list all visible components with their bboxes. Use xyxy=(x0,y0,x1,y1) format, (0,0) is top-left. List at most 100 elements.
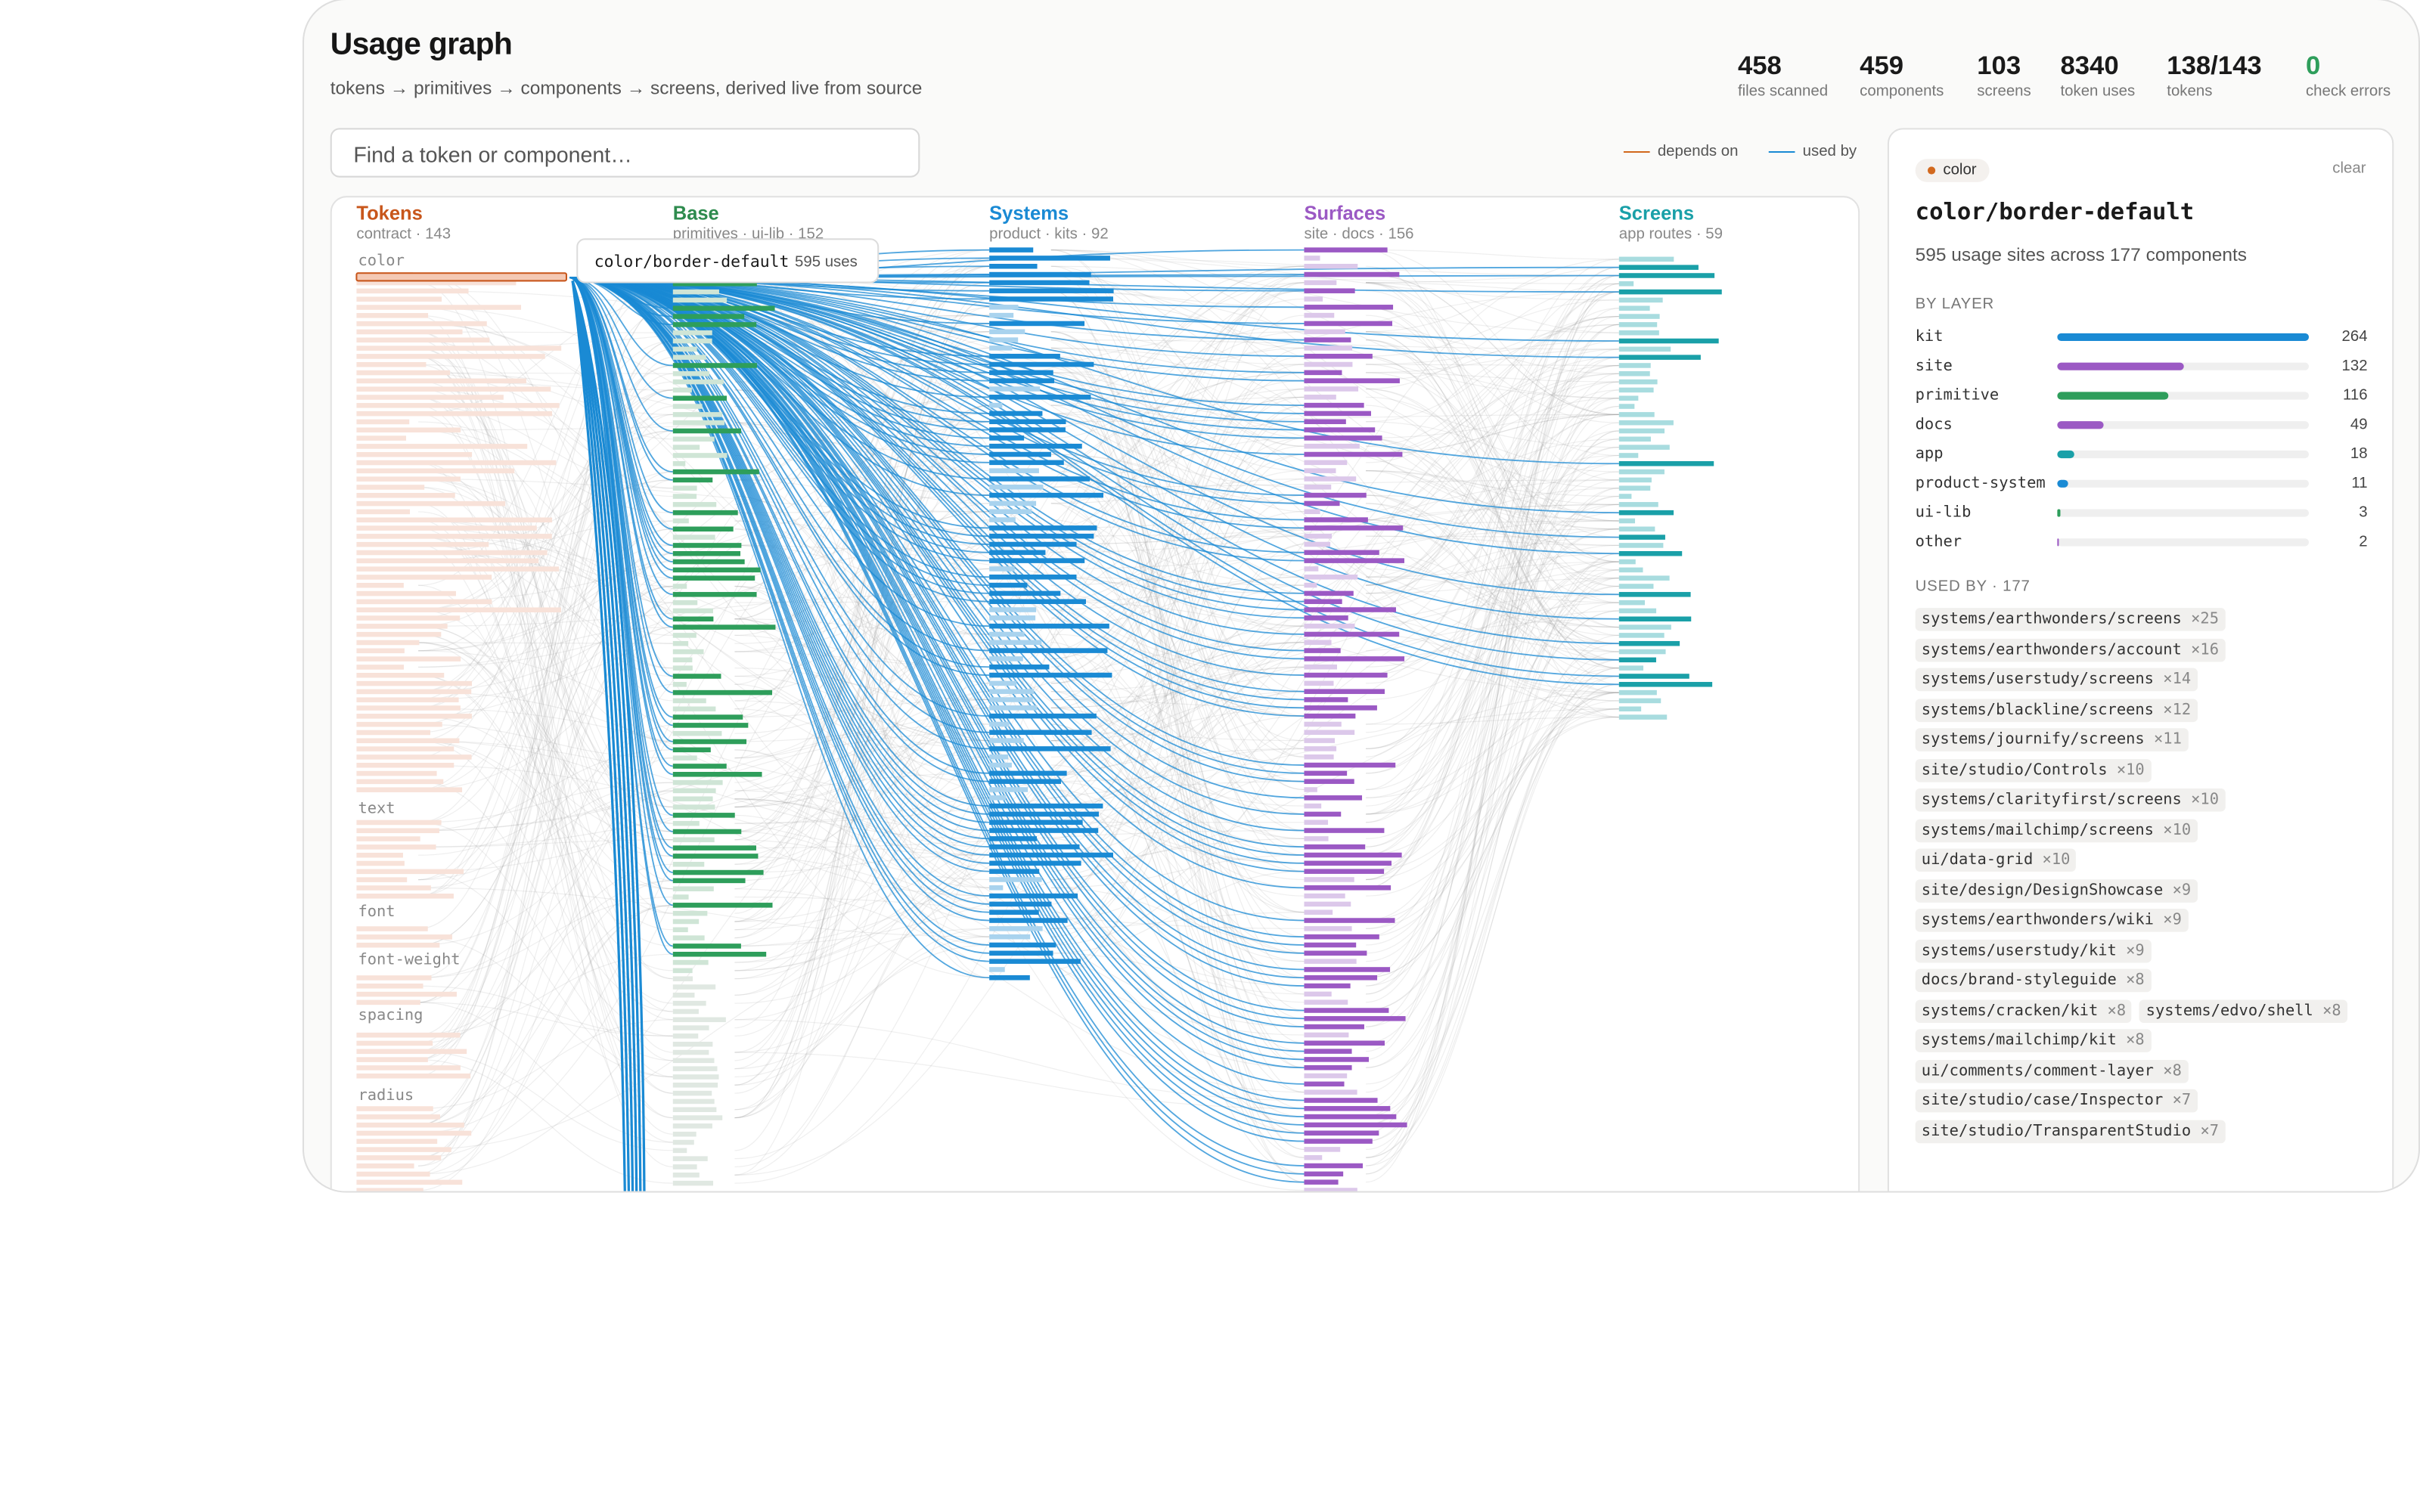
dependency-link xyxy=(1366,454,1619,881)
node-bar xyxy=(1304,1032,1349,1038)
layer-bar xyxy=(2057,362,2183,370)
dependency-link xyxy=(1366,692,1619,978)
dependency-link xyxy=(418,985,673,1037)
used-by-item[interactable]: systems/mailchimp/screens ×10 xyxy=(1915,818,2198,842)
dependency-link xyxy=(734,494,990,865)
filter-chip[interactable]: color xyxy=(1915,159,1989,182)
used-by-item[interactable]: site/studio/TransparentStudio ×7 xyxy=(1915,1119,2226,1143)
node-bar xyxy=(356,534,552,539)
node-bar xyxy=(672,1041,713,1047)
legend-swatch xyxy=(1768,150,1795,153)
used-by-item[interactable]: systems/userstudy/screens ×14 xyxy=(1915,668,2198,692)
layer-value: 132 xyxy=(2341,358,2368,375)
node-bar xyxy=(672,428,741,434)
node-bar xyxy=(1618,305,1650,311)
dependency-link xyxy=(1366,265,1619,628)
node-bar xyxy=(356,345,562,351)
node-bar xyxy=(356,451,473,457)
dependency-link xyxy=(1050,871,1305,954)
used-by-item[interactable]: systems/cracken/kit ×8 xyxy=(1915,999,2133,1023)
dependency-link xyxy=(1050,462,1619,652)
dependency-link xyxy=(1366,398,1619,733)
dependency-link xyxy=(1050,544,1305,978)
dependency-link xyxy=(1050,396,1305,856)
item-name: ui/data-grid xyxy=(1921,851,2034,869)
used-by-item[interactable]: ui/data-grid ×10 xyxy=(1915,848,2077,872)
dependency-link xyxy=(1366,519,1619,677)
node-bar xyxy=(1618,338,1719,344)
dependency-link xyxy=(1366,569,1619,1151)
node-bar xyxy=(1304,648,1341,653)
dependency-link xyxy=(418,340,673,1044)
dependency-link xyxy=(418,790,673,889)
column-subtitle: contract · 143 xyxy=(356,226,451,243)
clear-button[interactable]: clear xyxy=(2332,160,2366,178)
dependency-link xyxy=(734,863,990,1176)
dependency-link xyxy=(418,347,990,652)
used-by-item[interactable]: site/design/DesignShowcase ×9 xyxy=(1915,878,2198,902)
used-by-item[interactable]: systems/mailchimp/kit ×8 xyxy=(1915,1029,2151,1052)
used-by-item[interactable]: systems/userstudy/kit ×9 xyxy=(1915,938,2151,962)
layer-name: product-system xyxy=(1915,475,2046,493)
dependency-link xyxy=(1366,422,1619,995)
layer-bar xyxy=(2057,509,2061,517)
search-input[interactable]: Find a token or component… xyxy=(330,128,920,178)
layer-value: 11 xyxy=(2351,475,2368,493)
node-bar xyxy=(1304,705,1377,711)
node-bar xyxy=(672,861,705,867)
node-bar xyxy=(672,624,776,630)
used-by-item[interactable]: site/studio/case/Inspector ×7 xyxy=(1915,1089,2198,1113)
used-by-item[interactable]: systems/earthwonders/account ×16 xyxy=(1915,637,2226,662)
node-bar xyxy=(356,1106,433,1111)
item-name: systems/userstudy/screens xyxy=(1921,671,2154,689)
dependency-link xyxy=(418,585,673,881)
dependency-link xyxy=(734,437,990,922)
dependency-link xyxy=(1050,265,1619,333)
node-bar xyxy=(1304,893,1345,899)
layer-bar xyxy=(2057,392,2168,400)
used-by-item[interactable]: site/studio/Controls ×10 xyxy=(1915,758,2151,782)
node-bar xyxy=(1618,494,1632,499)
dependency-link xyxy=(734,404,990,832)
usage-link xyxy=(569,277,1619,686)
node-bar xyxy=(1304,468,1336,473)
node-bar xyxy=(672,927,688,933)
node-bar xyxy=(356,999,420,1005)
node-bar xyxy=(672,845,756,850)
stat: 0 check errors xyxy=(2306,51,2391,100)
node-bar xyxy=(672,951,767,957)
node-bar xyxy=(1304,1147,1341,1152)
dependency-link xyxy=(1050,323,1305,406)
dependency-link xyxy=(418,398,673,1036)
used-by-item[interactable]: ui/comments/comment-layer ×8 xyxy=(1915,1059,2189,1083)
dependency-link xyxy=(1050,699,1305,708)
node-bar xyxy=(989,877,1042,882)
node-bar xyxy=(672,355,706,360)
node-bar xyxy=(1304,860,1392,866)
dependency-link xyxy=(1050,324,1619,742)
dependency-link xyxy=(1366,249,1619,260)
used-by-item[interactable]: systems/clarityfirst/screens ×10 xyxy=(1915,788,2226,812)
dependency-link xyxy=(1366,495,1619,872)
used-by-item[interactable]: systems/blackline/screens ×12 xyxy=(1915,698,2198,722)
node-bar xyxy=(1618,363,1651,368)
used-by-item[interactable]: systems/edvo/shell ×8 xyxy=(2139,999,2347,1023)
node-bar xyxy=(356,615,461,621)
node-bar xyxy=(672,854,759,859)
item-count: ×10 xyxy=(2163,821,2192,839)
used-by-item[interactable]: systems/earthwonders/screens ×25 xyxy=(1915,608,2226,631)
used-by-item[interactable]: docs/brand-styleguide ×8 xyxy=(1915,968,2151,993)
used-by-item[interactable]: systems/earthwonders/wiki ×9 xyxy=(1915,909,2189,932)
node-bar xyxy=(356,329,463,335)
legend-swatch xyxy=(1623,150,1650,153)
usage-link xyxy=(571,280,627,1191)
node-bar xyxy=(672,518,689,524)
used-by-item[interactable]: systems/journify/screens ×11 xyxy=(1915,728,2189,751)
node-bar xyxy=(672,1164,697,1170)
dependency-link xyxy=(1366,578,1619,798)
dependency-link xyxy=(734,839,990,881)
node-bar xyxy=(356,705,461,711)
dependency-link xyxy=(1366,282,1619,481)
layer-row: ui-lib 3 xyxy=(1916,498,2368,528)
dependency-link xyxy=(1366,355,1619,661)
